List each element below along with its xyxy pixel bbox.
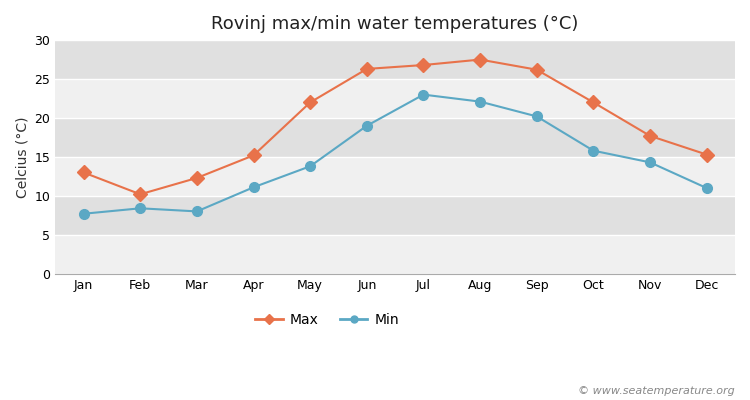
Y-axis label: Celcius (°C): Celcius (°C) [15,116,29,198]
Bar [56,157,735,196]
Bar [56,235,735,274]
Legend: Max, Min: Max, Min [250,307,404,332]
Bar [56,118,735,157]
Bar [56,196,735,235]
Title: Rovinj max/min water temperatures (°C): Rovinj max/min water temperatures (°C) [211,15,579,33]
Bar [56,79,735,118]
Bar [56,40,735,79]
Text: © www.seatemperature.org: © www.seatemperature.org [578,386,735,396]
